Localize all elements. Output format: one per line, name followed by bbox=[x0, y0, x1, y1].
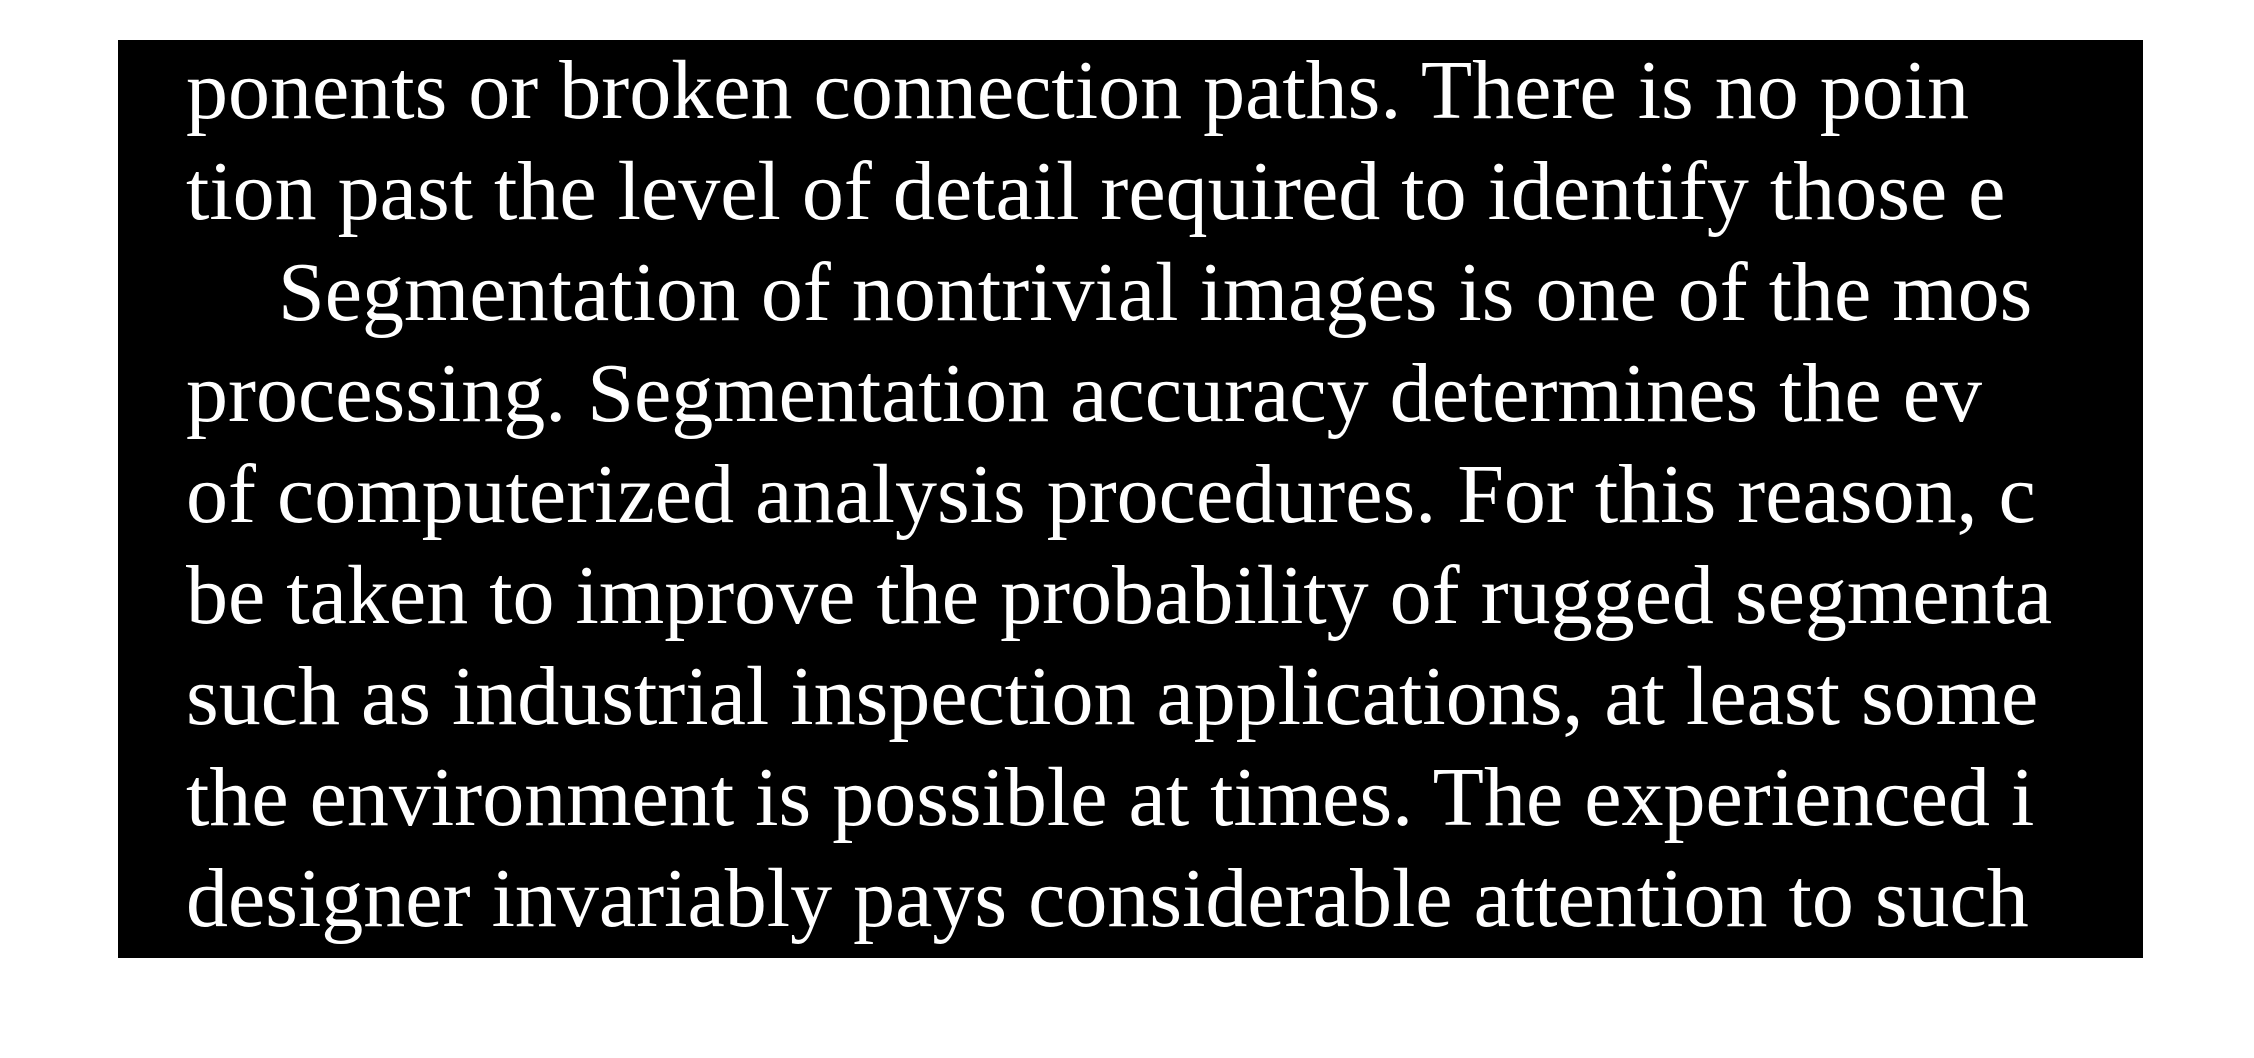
text-line-5: of computerized analysis procedures. For… bbox=[186, 448, 2036, 541]
text-line-2: tion past the level of detail required t… bbox=[186, 145, 2006, 238]
text-line-3: Segmentation of nontrivial images is one… bbox=[278, 246, 2033, 339]
text-line-9: designer invariably pays considerable at… bbox=[186, 852, 2029, 945]
text-image-panel: ponents or broken connection paths. Ther… bbox=[118, 40, 2143, 958]
text-line-7: such as industrial inspection applicatio… bbox=[186, 650, 2039, 743]
document-text-block: ponents or broken connection paths. Ther… bbox=[186, 40, 2143, 949]
text-line-6: be taken to improve the probability of r… bbox=[186, 549, 2053, 642]
text-line-1: ponents or broken connection paths. Ther… bbox=[186, 44, 1970, 137]
text-line-4: processing. Segmentation accuracy determ… bbox=[186, 347, 1982, 440]
text-line-8: the environment is possible at times. Th… bbox=[186, 751, 2035, 844]
